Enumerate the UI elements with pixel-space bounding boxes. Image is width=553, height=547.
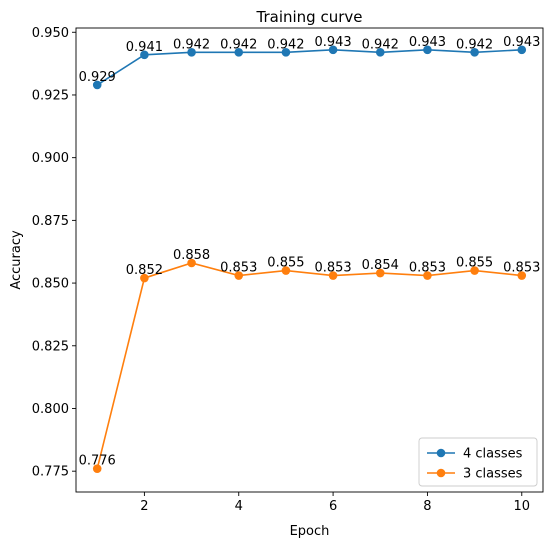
data-point: [328, 271, 338, 280]
data-label: 0.854: [362, 258, 399, 273]
x-tick-label: 2: [140, 499, 148, 514]
data-label: 0.852: [126, 263, 163, 278]
data-point: [187, 258, 196, 268]
data-point: [92, 464, 102, 473]
data-point: [470, 48, 479, 57]
data-point: [140, 273, 149, 283]
y-tick-label: 0.800: [32, 402, 69, 417]
data-point: [281, 48, 291, 57]
data-point: [517, 45, 527, 55]
x-tick-label: 10: [513, 499, 530, 514]
data-label: 0.943: [409, 35, 446, 50]
legend-marker: [436, 448, 446, 458]
series-line: [96, 262, 522, 469]
y-axis: 0.775 0.800 0.825 0.850 0.875 0.900 0.925 0.950: [32, 26, 76, 480]
data-point: [470, 266, 479, 275]
plot-frame: [75, 27, 544, 493]
data-label: 0.943: [503, 35, 540, 50]
data-point: [187, 48, 196, 57]
x-axis-label: Epoch: [290, 524, 330, 539]
y-tick-label: 0.900: [32, 151, 69, 166]
data-label: 0.929: [79, 70, 116, 85]
data-label: 0.855: [267, 256, 304, 271]
data-label: 0.943: [314, 35, 351, 50]
series-layer: 0.929 0.941 0.942 0.942 0.942 0.943 0.942 0.943…: [79, 35, 540, 473]
plot-area: [75, 27, 544, 493]
data-point: [234, 271, 244, 280]
x-tick-label: 4: [235, 499, 243, 514]
y-tick-label: 0.925: [32, 88, 69, 103]
data-point: [234, 48, 244, 57]
legend-item: 3 classes: [427, 467, 523, 482]
data-label: 0.942: [220, 37, 257, 52]
data-point: [140, 50, 149, 60]
data-label: 0.853: [409, 261, 446, 276]
x-tick-label: 8: [423, 499, 431, 514]
legend-box: [418, 437, 538, 487]
data-label: 0.776: [79, 454, 116, 469]
data-point: [423, 45, 432, 55]
data-point: [281, 266, 291, 275]
data-label: 0.942: [173, 37, 210, 52]
x-axis: 2 4 6 8 10: [140, 492, 530, 514]
data-label: 0.942: [267, 37, 304, 52]
data-label: 0.858: [173, 248, 210, 263]
legend: 4 classes 3 classes: [418, 437, 538, 487]
y-tick-label: 0.825: [32, 339, 69, 354]
y-tick-label: 0.875: [32, 214, 69, 229]
y-axis-label: Accuracy: [9, 230, 24, 290]
data-point: [328, 45, 338, 55]
y-tick-label: 0.775: [32, 465, 69, 480]
data-point: [375, 268, 385, 278]
data-label: 0.942: [456, 37, 493, 52]
data-label: 0.855: [456, 256, 493, 271]
data-label: 0.853: [503, 261, 540, 276]
series-2: 0.776 0.852 0.858 0.853 0.855 0.853 0.854 0.853…: [79, 248, 540, 473]
legend-label: 3 classes: [463, 467, 523, 482]
series-line: [96, 49, 522, 86]
data-label: 0.853: [314, 261, 351, 276]
data-label: 0.941: [126, 40, 163, 55]
y-tick-label: 0.950: [32, 26, 69, 41]
legend-marker: [436, 468, 446, 478]
chart-title: Training curve: [256, 8, 363, 26]
x-tick-label: 6: [329, 499, 337, 514]
data-point: [517, 271, 527, 280]
data-point: [92, 80, 102, 90]
legend-label: 4 classes: [463, 447, 523, 462]
data-point: [423, 271, 432, 280]
y-tick-label: 0.850: [32, 277, 69, 292]
data-point: [375, 48, 385, 57]
data-label: 0.853: [220, 261, 257, 276]
data-label: 0.942: [362, 37, 399, 52]
series-1: 0.929 0.941 0.942 0.942 0.942 0.943 0.942 0.943…: [79, 35, 540, 90]
legend-item: 4 classes: [427, 447, 523, 462]
